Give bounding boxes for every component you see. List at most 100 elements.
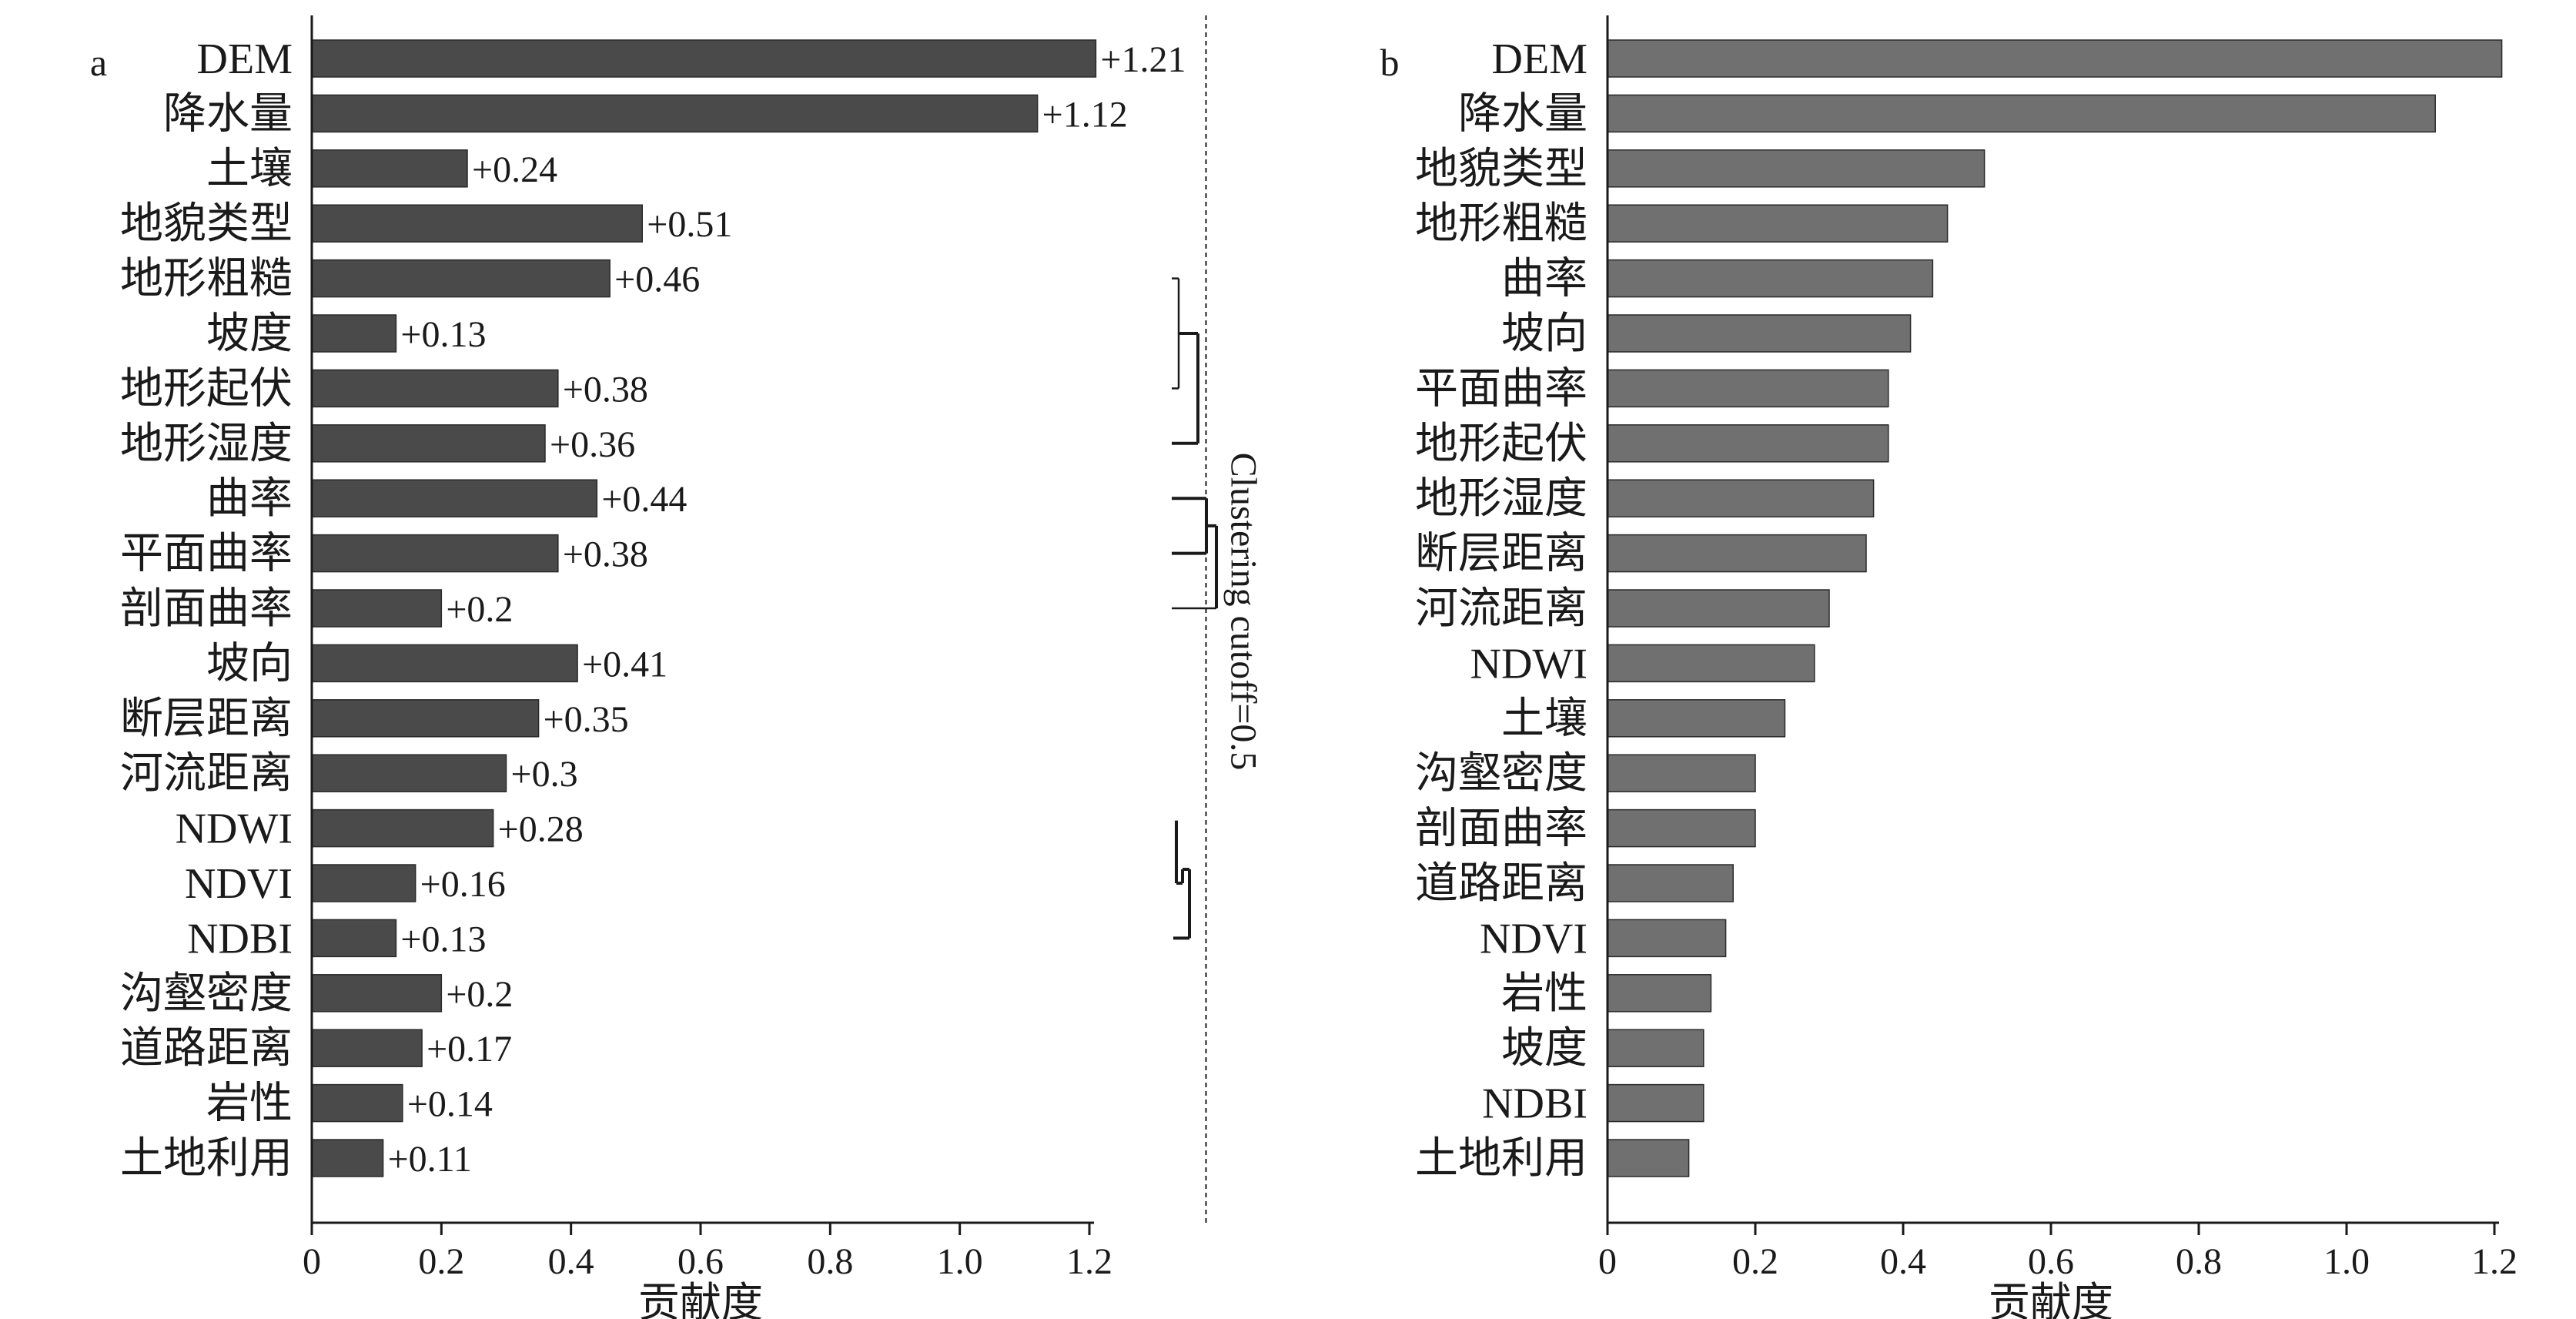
bar <box>1607 149 1986 188</box>
data-label: +0.36 <box>550 424 635 465</box>
category-label: 地形起伏 <box>1415 420 1587 468</box>
category-label: 平面曲率 <box>120 531 293 578</box>
category-label: 断层距离 <box>120 695 293 743</box>
bar <box>1607 864 1734 902</box>
data-label: +0.51 <box>647 204 732 245</box>
category-label: 降水量 <box>163 90 293 138</box>
category-label: NDWI <box>1470 640 1587 688</box>
bar <box>1607 754 1756 792</box>
category-label: 坡向 <box>206 640 293 688</box>
bar <box>311 644 578 683</box>
bar <box>311 699 540 738</box>
category-label: NDBI <box>1482 1080 1587 1128</box>
category-label: 坡度 <box>1501 1025 1587 1073</box>
bar <box>311 1083 403 1123</box>
category-label: NDVI <box>185 860 293 908</box>
bar <box>1607 369 1889 408</box>
category-label: 土壤 <box>1501 695 1587 743</box>
category-label: 河流距离 <box>120 750 293 798</box>
x-tick-label: 0.6 <box>677 1241 724 1282</box>
x-tick-label: 0 <box>1598 1241 1617 1282</box>
bar <box>1607 39 2503 78</box>
x-tick-label: 1.2 <box>1066 1241 1112 1282</box>
bar <box>1607 699 1786 738</box>
bar <box>311 919 397 958</box>
category-label: NDBI <box>187 915 293 962</box>
bar <box>311 39 1097 78</box>
bar <box>311 1139 384 1177</box>
bar <box>1607 479 1875 517</box>
bar <box>1607 314 1912 353</box>
data-label: +0.16 <box>420 864 506 905</box>
x-tick-label: 0.8 <box>807 1241 853 1282</box>
bar <box>1607 424 1889 463</box>
data-label: +0.46 <box>614 259 700 300</box>
data-label: +1.12 <box>1042 94 1128 135</box>
x-tick-label: 0.6 <box>2028 1241 2074 1282</box>
bar <box>1607 259 1934 298</box>
category-label: NDVI <box>1480 915 1587 962</box>
x-tick-label: 0 <box>303 1241 321 1282</box>
category-label: 地形粗糙 <box>120 256 293 303</box>
x-axis-title: 贡献度 <box>1989 1280 2113 1319</box>
bar <box>311 259 611 298</box>
category-label: 地貌类型 <box>1415 146 1587 193</box>
data-label: +0.41 <box>582 644 667 685</box>
category-label: 地貌类型 <box>120 200 293 248</box>
data-label: +0.3 <box>511 754 578 795</box>
bar <box>311 534 559 573</box>
cutoff-label: Clustering cutoff=0.5 <box>1223 453 1264 771</box>
bar <box>1607 204 1949 243</box>
bar <box>311 1029 423 1067</box>
bar <box>311 589 443 628</box>
chart-panel-a: a DEM +1.21 降水量 +1.12 土壤 +0.24 地貌类型 +0.51 地形粗糙 +0.… <box>90 15 1264 1319</box>
category-label: 沟壑密度 <box>120 970 293 1018</box>
bar <box>311 94 1039 133</box>
bar <box>311 754 507 792</box>
category-label: 土壤 <box>206 146 293 193</box>
bar <box>311 204 643 243</box>
bar <box>311 314 397 353</box>
bar <box>311 808 494 848</box>
bar <box>311 974 443 1013</box>
bar <box>311 864 417 902</box>
data-label: +0.14 <box>407 1084 493 1125</box>
data-label: +0.11 <box>388 1139 472 1180</box>
data-label: +0.35 <box>544 699 629 740</box>
bar <box>1607 1139 1690 1177</box>
category-label: 沟壑密度 <box>1415 750 1587 798</box>
category-label: 降水量 <box>1458 90 1587 138</box>
x-tick-label: 1.0 <box>2323 1241 2370 1282</box>
category-label: 地形湿度 <box>1415 475 1587 523</box>
data-label: +0.13 <box>400 919 486 959</box>
category-label: 地形湿度 <box>120 420 293 468</box>
category-label: 道路距离 <box>1415 860 1587 908</box>
category-label: 河流距离 <box>1415 585 1587 633</box>
category-label: DEM <box>1492 35 1587 83</box>
category-label: 土地利用 <box>120 1135 293 1183</box>
data-label: +0.2 <box>446 589 513 630</box>
panel-label: a <box>90 41 107 84</box>
bar <box>311 479 598 517</box>
data-label: +1.21 <box>1100 39 1186 80</box>
category-label: 土地利用 <box>1415 1135 1587 1183</box>
bar <box>311 369 559 408</box>
bar <box>311 424 546 463</box>
bar <box>1607 919 1727 958</box>
bar <box>1607 589 1830 628</box>
x-tick-label: 1.0 <box>937 1241 983 1282</box>
x-tick-label: 0.8 <box>2176 1241 2222 1282</box>
panel-label: b <box>1380 41 1400 84</box>
category-label: 岩性 <box>1501 970 1587 1018</box>
category-label: 坡向 <box>1501 310 1587 358</box>
bar <box>1607 1029 1705 1067</box>
x-tick-label: 1.2 <box>2471 1241 2517 1282</box>
bar <box>1607 644 1815 683</box>
bar <box>311 149 468 188</box>
bar <box>1607 808 1756 848</box>
category-label: 平面曲率 <box>1415 365 1587 413</box>
category-label: 坡度 <box>206 310 293 358</box>
category-label: 剖面曲率 <box>120 585 293 633</box>
